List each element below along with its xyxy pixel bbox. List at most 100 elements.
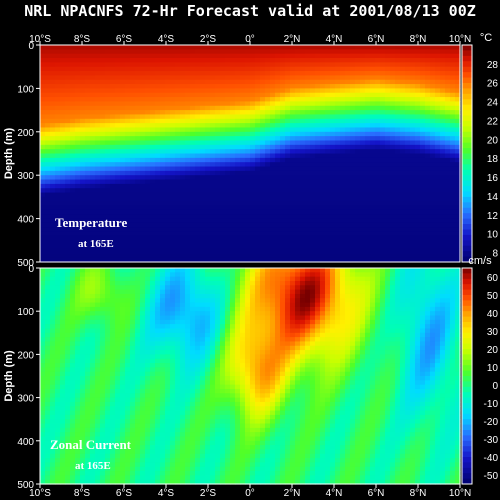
heatmap-cell — [265, 248, 271, 254]
heatmap-cell — [40, 153, 46, 159]
heatmap-cell — [270, 131, 276, 137]
heatmap-cell — [415, 140, 421, 146]
heatmap-cell — [70, 97, 76, 103]
heatmap-cell — [355, 62, 361, 68]
heatmap-cell — [85, 268, 91, 273]
heatmap-cell — [280, 253, 286, 259]
heatmap-cell — [415, 244, 421, 250]
heatmap-cell — [275, 253, 281, 259]
heatmap-cell — [200, 192, 206, 198]
heatmap-cell — [385, 49, 391, 55]
heatmap-cell — [155, 214, 161, 220]
heatmap-cell — [45, 332, 51, 338]
heatmap-cell — [390, 170, 396, 176]
heatmap-cell — [250, 175, 256, 181]
heatmap-cell — [260, 244, 266, 250]
heatmap-cell — [370, 196, 376, 202]
heatmap-cell — [205, 183, 211, 189]
heatmap-cell — [65, 131, 71, 137]
heatmap-cell — [260, 149, 266, 155]
heatmap-cell — [155, 240, 161, 246]
heatmap-cell — [90, 462, 96, 468]
heatmap-cell — [140, 257, 146, 263]
heatmap-cell — [230, 188, 236, 194]
heatmap-cell — [75, 66, 81, 72]
heatmap-cell — [440, 253, 446, 259]
heatmap-cell — [65, 341, 71, 347]
heatmap-cell — [290, 58, 296, 63]
heatmap-cell — [125, 218, 131, 224]
heatmap-cell — [90, 350, 96, 355]
heatmap-cell — [430, 45, 436, 50]
heatmap-cell — [280, 235, 286, 241]
heatmap-cell — [200, 118, 206, 124]
heatmap-cell — [70, 240, 76, 246]
heatmap-cell — [355, 214, 361, 220]
heatmap-cell — [70, 345, 76, 351]
heatmap-cell — [375, 227, 381, 233]
heatmap-cell — [320, 127, 326, 133]
heatmap-cell — [65, 354, 71, 360]
heatmap-cell — [80, 358, 86, 364]
heatmap-cell — [210, 218, 216, 224]
heatmap-cell — [130, 218, 136, 224]
heatmap-cell — [450, 192, 456, 198]
heatmap-cell — [85, 319, 91, 325]
heatmap-cell — [325, 235, 331, 241]
heatmap-cell — [115, 127, 121, 133]
heatmap-cell — [355, 79, 361, 85]
heatmap-cell — [105, 183, 111, 189]
heatmap-cell — [210, 231, 216, 237]
heatmap-cell — [170, 131, 176, 137]
heatmap-cell — [390, 192, 396, 198]
heatmap-cell — [370, 253, 376, 259]
heatmap-cell — [210, 196, 216, 202]
heatmap-cell — [190, 175, 196, 181]
heatmap-cell — [370, 71, 376, 76]
heatmap-cell — [55, 92, 61, 98]
heatmap-cell — [435, 196, 441, 202]
heatmap-cell — [255, 92, 261, 98]
heatmap-cell — [180, 131, 186, 137]
heatmap-cell — [285, 227, 291, 233]
heatmap-cell — [145, 62, 151, 68]
heatmap-cell — [100, 214, 106, 220]
heatmap-cell — [240, 97, 246, 103]
heatmap-cell — [55, 280, 61, 286]
heatmap-cell — [145, 66, 151, 72]
heatmap-cell — [195, 97, 201, 103]
heatmap-cell — [260, 62, 266, 68]
heatmap-cell — [125, 227, 131, 233]
heatmap-cell — [60, 127, 66, 133]
heatmap-cell — [190, 244, 196, 250]
heatmap-cell — [185, 170, 191, 176]
heatmap-cell — [455, 101, 461, 107]
heatmap-cell — [70, 367, 76, 373]
heatmap-cell — [300, 170, 306, 176]
heatmap-cell — [255, 144, 261, 150]
heatmap-cell — [385, 153, 391, 159]
heatmap-cell — [195, 118, 201, 124]
heatmap-cell — [45, 427, 51, 433]
heatmap-cell — [40, 222, 46, 228]
heatmap-cell — [150, 118, 156, 124]
heatmap-cell — [350, 235, 356, 241]
heatmap-cell — [365, 244, 371, 250]
heatmap-cell — [360, 149, 366, 155]
heatmap-cell — [95, 157, 101, 163]
heatmap-cell — [225, 257, 231, 263]
heatmap-cell — [395, 105, 401, 111]
heatmap-cell — [220, 214, 226, 220]
heatmap-cell — [325, 58, 331, 63]
heatmap-cell — [55, 475, 61, 481]
heatmap-cell — [305, 144, 311, 150]
heatmap-cell — [105, 306, 111, 312]
heatmap-cell — [415, 222, 421, 228]
heatmap-cell — [380, 97, 386, 103]
heatmap-cell — [390, 53, 396, 59]
heatmap-cell — [185, 140, 191, 146]
heatmap-cell — [365, 66, 371, 72]
heatmap-cell — [340, 157, 346, 163]
heatmap-cell — [130, 205, 136, 211]
heatmap-cell — [395, 136, 401, 142]
